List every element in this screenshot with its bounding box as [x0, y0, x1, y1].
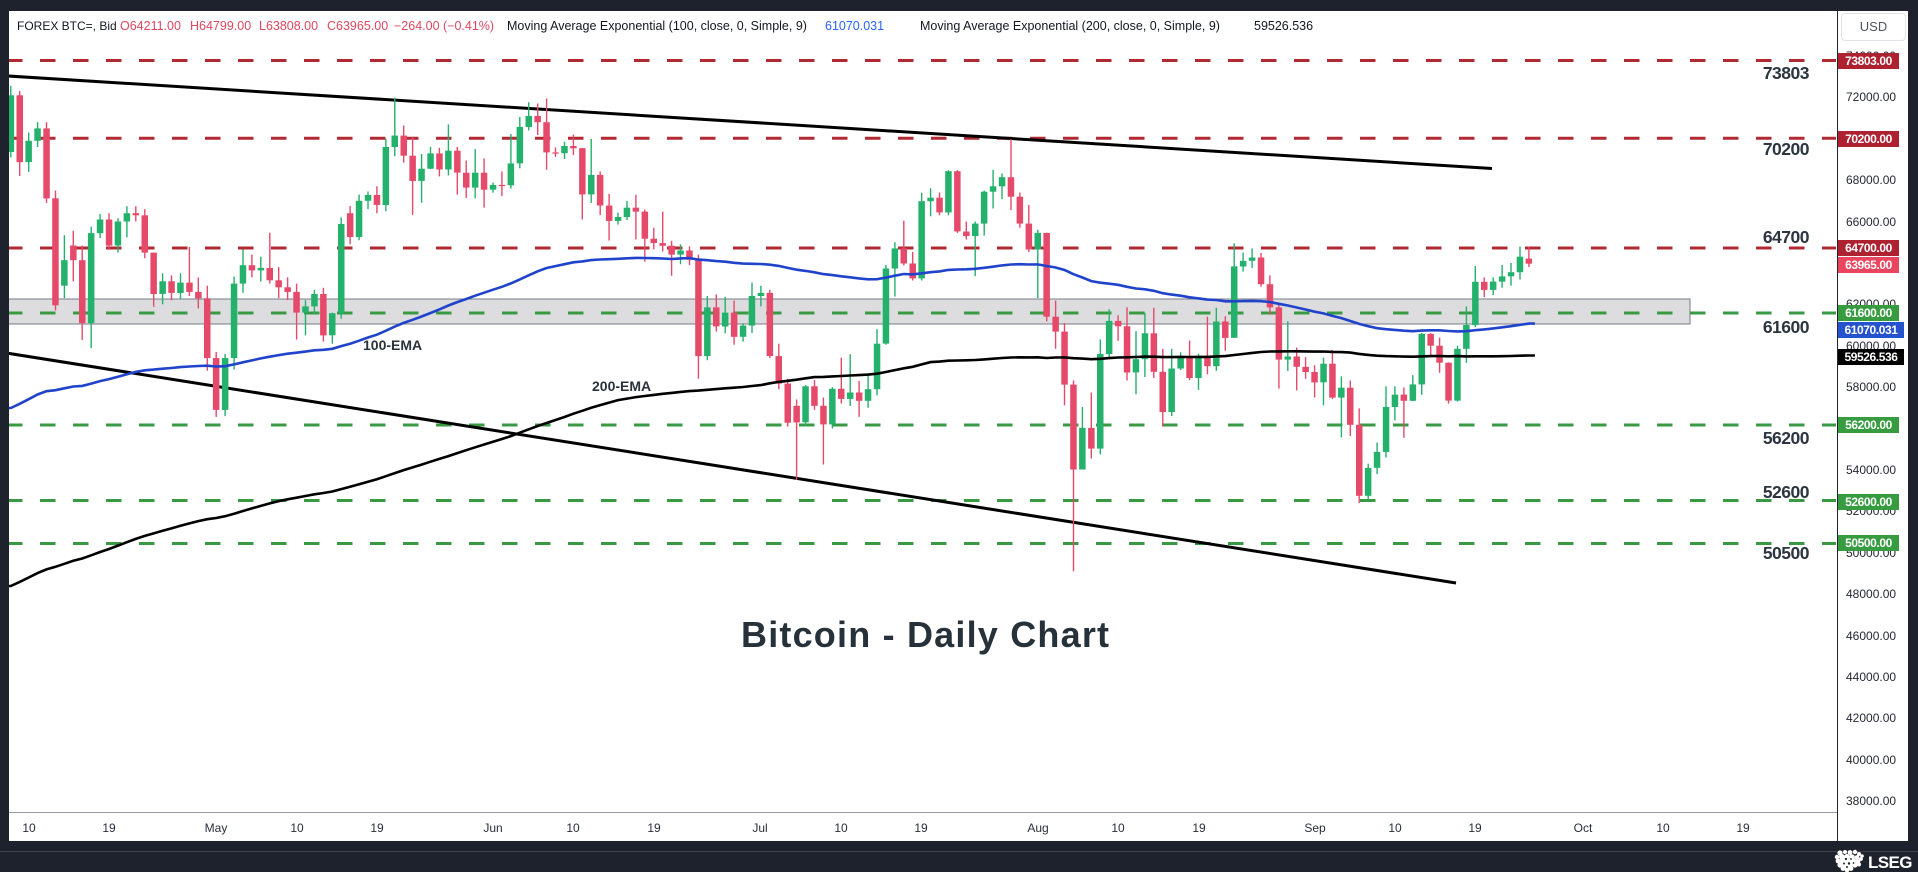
svg-text:LSEG: LSEG [1868, 853, 1912, 872]
